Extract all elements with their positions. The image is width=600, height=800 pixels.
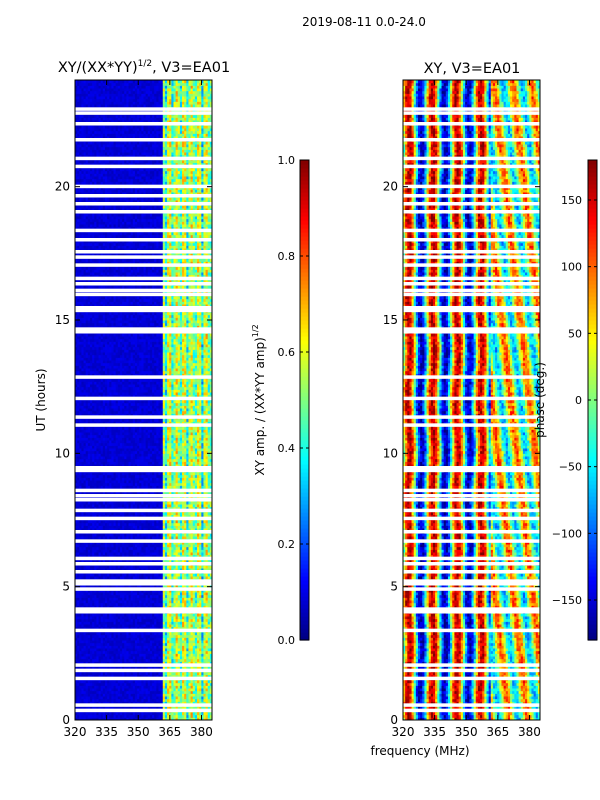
phase-panel-xlabel: frequency (MHz) — [370, 744, 469, 758]
x-tick-label: 320 — [64, 725, 87, 739]
y-tick-label: 20 — [383, 180, 398, 194]
phase-colorbar-label: phase (deg.) — [533, 362, 547, 438]
amplitude-colorbar-frame — [299, 159, 310, 641]
x-tick-label: 350 — [127, 725, 150, 739]
amplitude-colorbar-ticks: 0.0 0.2 0.4 0.6 0.8 1.0 — [278, 154, 309, 647]
amplitude-colorbar: 0.0 0.2 0.4 0.6 0.8 1.0 XY amp. / (XX*YY amp)… — [251, 154, 310, 647]
y-tick-label: 20 — [55, 180, 70, 194]
y-tick-label: 10 — [55, 446, 70, 460]
phase-colorbar-gradient — [588, 160, 597, 641]
x-tick-label: 365 — [486, 725, 509, 739]
colorbar-tick-label: 0.0 — [278, 634, 296, 647]
phase-panel-title: XY, V3=EA01 — [424, 61, 521, 77]
colorbar-tick-label: −150 — [552, 594, 582, 607]
amplitude-colorbar-label: XY amp. / (XX*YY amp)1/2 — [251, 324, 267, 475]
colorbar-tick-label: 0.4 — [278, 442, 296, 455]
phase-panel: XY, V3=EA01 320 335 350 365 380 0 5 10 15 20 freq… — [370, 61, 540, 758]
y-tick-label: 10 — [383, 446, 398, 460]
colorbar-tick-label: 0.2 — [278, 538, 296, 551]
phase-colorbar-ticks: −150 −100 −50 0 50 100 150 — [552, 194, 597, 607]
phase-axis-ticks: 320 335 350 365 380 0 5 10 15 20 — [383, 80, 541, 739]
x-tick-label: 320 — [392, 725, 415, 739]
y-tick-label: 15 — [55, 313, 70, 327]
colorbar-tick-label: 100 — [561, 261, 582, 274]
x-tick-label: 380 — [190, 725, 213, 739]
colorbar-tick-label: −50 — [559, 461, 582, 474]
amplitude-panel-ylabel: UT (hours) — [34, 368, 48, 431]
x-tick-label: 335 — [95, 725, 118, 739]
y-tick-label: 5 — [62, 580, 70, 594]
y-tick-label: 15 — [383, 313, 398, 327]
figure-suptitle: 2019-08-11 0.0-24.0 — [302, 15, 426, 29]
y-tick-label: 0 — [62, 713, 70, 727]
y-tick-label: 0 — [390, 713, 398, 727]
amplitude-panel-title: XY/(XX*YY)1/2, V3=EA01 — [58, 59, 230, 76]
amplitude-axis-ticks: 320 335 350 365 380 0 5 10 15 20 — [55, 80, 213, 739]
amplitude-plot-frame — [74, 79, 213, 721]
amplitude-panel: XY/(XX*YY)1/2, V3=EA01 UT (hours) 320 335… — [34, 59, 230, 739]
amplitude-heatmap — [75, 80, 213, 721]
colorbar-tick-label: 50 — [568, 327, 582, 340]
colorbar-tick-label: 0.8 — [278, 250, 296, 263]
phase-colorbar: −150 −100 −50 0 50 100 150 phase (deg.) — [533, 159, 598, 641]
colorbar-tick-label: 1.0 — [278, 154, 296, 167]
colorbar-tick-label: 0.6 — [278, 346, 296, 359]
colorbar-tick-label: −100 — [552, 527, 582, 540]
phase-heatmap — [403, 80, 541, 721]
x-tick-label: 335 — [423, 725, 446, 739]
colorbar-tick-label: 0 — [575, 394, 582, 407]
colorbar-tick-label: 150 — [561, 194, 582, 207]
x-tick-label: 365 — [158, 725, 181, 739]
amplitude-colorbar-gradient — [300, 160, 309, 641]
x-tick-label: 380 — [518, 725, 541, 739]
phase-plot-frame — [402, 79, 541, 721]
x-tick-label: 350 — [455, 725, 478, 739]
y-tick-label: 5 — [390, 580, 398, 594]
